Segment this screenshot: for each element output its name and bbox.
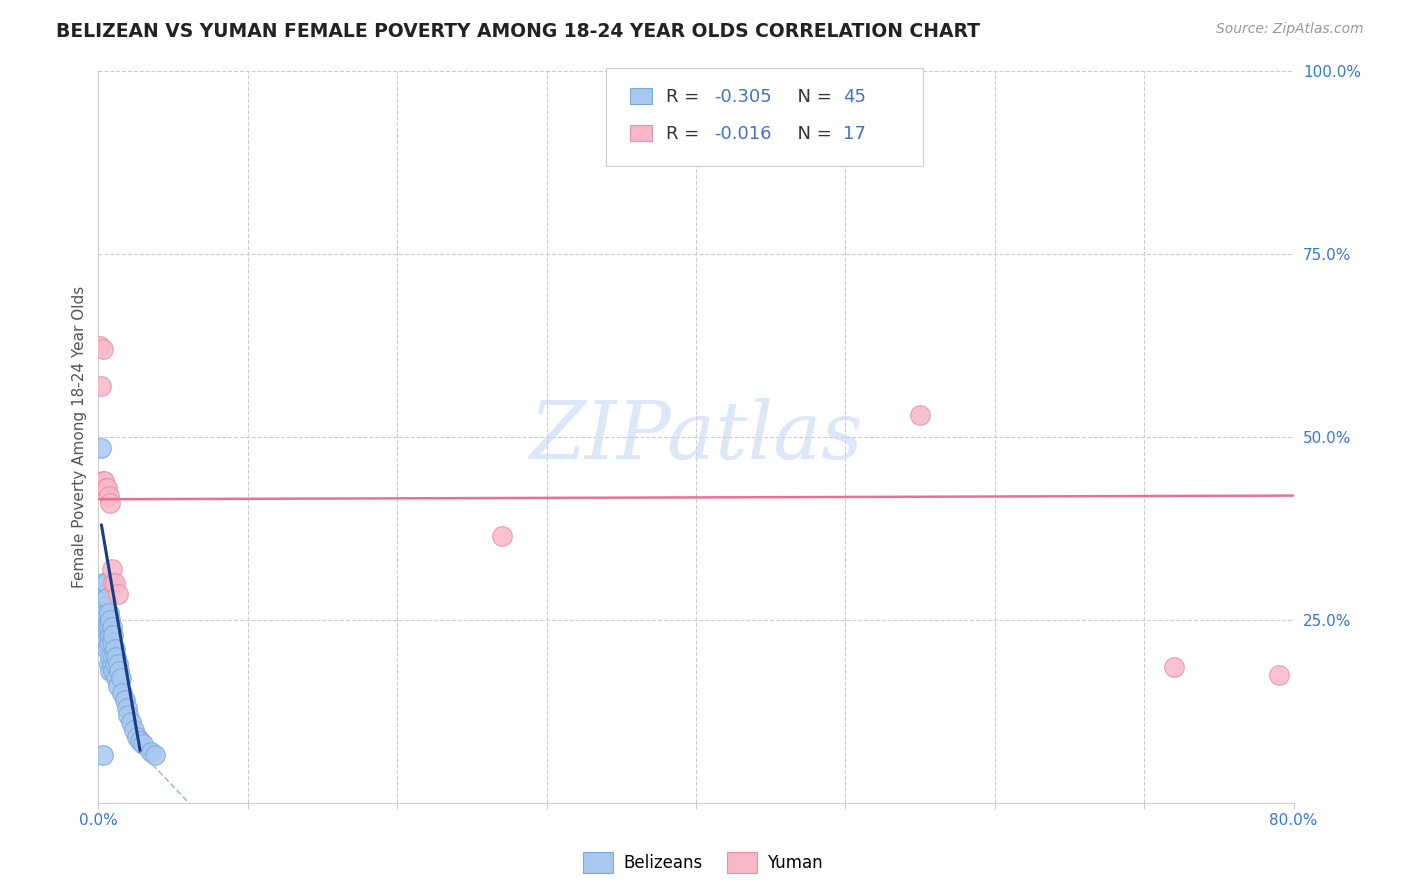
Text: ZIPatlas: ZIPatlas bbox=[529, 399, 863, 475]
Point bbox=[94, 576, 117, 591]
Point bbox=[97, 606, 120, 620]
Text: -0.305: -0.305 bbox=[714, 88, 772, 106]
Point bbox=[139, 745, 162, 759]
Point bbox=[143, 748, 166, 763]
Point bbox=[96, 481, 118, 495]
Point bbox=[132, 737, 155, 751]
Point bbox=[117, 708, 139, 723]
FancyBboxPatch shape bbox=[630, 88, 652, 104]
Point bbox=[110, 672, 132, 686]
Point bbox=[103, 576, 125, 591]
Point bbox=[91, 613, 114, 627]
Point bbox=[105, 649, 128, 664]
Point bbox=[103, 664, 125, 678]
Point bbox=[101, 635, 124, 649]
Text: R =: R = bbox=[666, 88, 704, 106]
Point bbox=[98, 627, 122, 641]
Point bbox=[108, 664, 131, 678]
Point bbox=[91, 474, 114, 488]
Point bbox=[104, 657, 127, 671]
Text: -0.016: -0.016 bbox=[714, 125, 772, 143]
Point bbox=[90, 379, 112, 393]
Point bbox=[111, 686, 134, 700]
Point bbox=[115, 700, 138, 714]
FancyBboxPatch shape bbox=[606, 68, 922, 167]
Point bbox=[96, 642, 118, 657]
Point bbox=[124, 723, 146, 737]
Point bbox=[91, 748, 114, 763]
Text: 45: 45 bbox=[844, 88, 866, 106]
Y-axis label: Female Poverty Among 18-24 Year Olds: Female Poverty Among 18-24 Year Olds bbox=[72, 286, 87, 588]
Text: 17: 17 bbox=[844, 125, 866, 143]
Point bbox=[127, 730, 149, 744]
Text: BELIZEAN VS YUMAN FEMALE POVERTY AMONG 18-24 YEAR OLDS CORRELATION CHART: BELIZEAN VS YUMAN FEMALE POVERTY AMONG 1… bbox=[56, 22, 980, 41]
Point bbox=[103, 649, 125, 664]
Point bbox=[96, 591, 118, 605]
Point bbox=[105, 672, 128, 686]
Point bbox=[104, 642, 127, 657]
FancyBboxPatch shape bbox=[630, 125, 652, 141]
Point bbox=[89, 338, 111, 352]
Point bbox=[107, 587, 129, 601]
Point bbox=[101, 657, 124, 671]
Point bbox=[90, 441, 112, 455]
Point bbox=[104, 576, 127, 591]
Point bbox=[101, 562, 124, 576]
Point bbox=[91, 343, 114, 357]
Point bbox=[94, 481, 117, 495]
Point bbox=[491, 529, 513, 543]
Point bbox=[129, 733, 152, 747]
Point bbox=[98, 649, 122, 664]
Point bbox=[91, 576, 114, 591]
Text: N =: N = bbox=[786, 88, 837, 106]
Point bbox=[96, 620, 118, 634]
Text: R =: R = bbox=[666, 125, 704, 143]
Point bbox=[98, 613, 122, 627]
Point bbox=[107, 679, 129, 693]
Point bbox=[120, 715, 142, 730]
Point bbox=[1163, 660, 1185, 674]
Point bbox=[114, 693, 136, 707]
Legend: Belizeans, Yuman: Belizeans, Yuman bbox=[576, 846, 830, 880]
Point bbox=[97, 635, 120, 649]
Point bbox=[908, 408, 931, 422]
Point bbox=[101, 620, 124, 634]
Text: Source: ZipAtlas.com: Source: ZipAtlas.com bbox=[1216, 22, 1364, 37]
Point bbox=[97, 620, 120, 634]
Point bbox=[93, 474, 115, 488]
Point bbox=[97, 489, 120, 503]
Point bbox=[94, 635, 117, 649]
Point bbox=[93, 635, 115, 649]
Point bbox=[1267, 667, 1289, 681]
Point bbox=[94, 606, 117, 620]
Point bbox=[98, 664, 122, 678]
Text: N =: N = bbox=[786, 125, 837, 143]
Point bbox=[103, 627, 125, 641]
Point bbox=[97, 657, 120, 671]
Point bbox=[107, 657, 129, 671]
Point bbox=[98, 496, 122, 510]
Point bbox=[93, 599, 115, 613]
